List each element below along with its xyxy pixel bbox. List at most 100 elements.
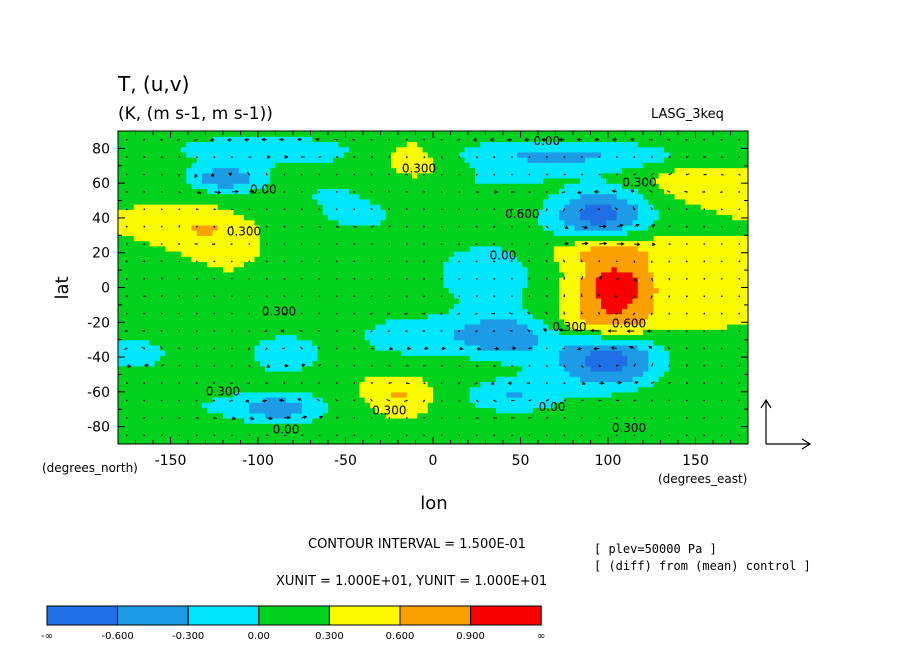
field-cell <box>170 370 177 377</box>
field-cell <box>454 162 460 169</box>
field-cell <box>480 355 487 362</box>
field-cell <box>448 193 455 200</box>
field-cell <box>186 324 193 330</box>
chart-title: T, (u,v) <box>117 72 189 96</box>
field-cell <box>165 297 172 304</box>
field-cell <box>170 308 177 315</box>
field-cell <box>480 224 487 231</box>
field-cell <box>517 266 523 273</box>
field-cell <box>511 188 518 195</box>
field-cell <box>364 277 371 283</box>
field-cell <box>249 266 256 273</box>
field-cell <box>307 235 313 242</box>
field-cell <box>349 157 355 163</box>
field-cell <box>212 151 219 158</box>
field-cell <box>118 292 124 299</box>
field-cell <box>412 355 418 362</box>
field-cell <box>385 198 392 205</box>
field-cell <box>196 391 203 398</box>
field-cell <box>490 391 497 398</box>
field-cell <box>475 355 481 362</box>
field-cell <box>485 423 492 429</box>
field-cell <box>427 339 434 346</box>
field-cell <box>191 391 198 398</box>
field-cell <box>464 365 471 372</box>
field-cell <box>517 198 523 205</box>
field-cell <box>307 209 313 216</box>
field-cell <box>469 230 476 236</box>
field-cell <box>485 183 492 189</box>
field-cell <box>181 370 187 377</box>
field-cell <box>165 266 172 273</box>
field-cell <box>139 282 145 289</box>
field-cell <box>223 292 229 299</box>
field-cell <box>538 157 544 163</box>
field-cell <box>527 261 534 268</box>
field-cell <box>196 131 203 137</box>
field-cell <box>144 271 151 278</box>
field-cell <box>443 177 450 184</box>
field-cell <box>259 235 266 242</box>
field-cell <box>118 428 124 435</box>
field-cell <box>532 376 539 382</box>
field-cell <box>249 177 256 184</box>
field-cell <box>228 407 235 414</box>
field-cell <box>354 214 361 221</box>
field-cell <box>207 214 214 221</box>
field-cell <box>443 402 450 409</box>
field-cell <box>280 230 287 236</box>
field-cell <box>118 433 124 440</box>
field-cell <box>538 402 544 409</box>
field-cell <box>464 397 471 403</box>
field-cell <box>475 334 481 341</box>
field-cell <box>490 151 497 158</box>
field-cell <box>517 391 523 398</box>
field-cell <box>391 391 397 398</box>
field-cell <box>406 214 413 221</box>
field-cell <box>254 313 261 320</box>
field-cell <box>196 250 203 257</box>
field-cell <box>517 224 523 231</box>
field-cell <box>286 261 292 268</box>
field-cell <box>412 188 418 195</box>
field-cell <box>469 162 476 169</box>
field-cell <box>228 204 235 210</box>
field-cell <box>359 313 366 320</box>
field-cell <box>370 151 376 158</box>
field-cell <box>469 334 476 341</box>
field-cell <box>375 433 382 440</box>
field-cell <box>275 266 282 273</box>
field-cell <box>133 146 140 153</box>
field-cell <box>275 235 282 242</box>
field-cell <box>196 324 203 330</box>
field-cell <box>454 167 460 174</box>
field-cell <box>207 308 214 315</box>
field-cell <box>364 297 371 304</box>
field-cell <box>553 407 560 414</box>
field-cell <box>223 183 229 189</box>
field-cell <box>244 214 250 221</box>
field-cell <box>343 292 350 299</box>
field-cell <box>349 209 355 216</box>
field-cell <box>464 297 471 304</box>
field-cell <box>175 376 182 382</box>
chart-subtitle: (K, (m s-1, m s-1)) <box>118 104 273 124</box>
field-cell <box>354 344 361 351</box>
field-cell <box>511 250 518 257</box>
field-cell <box>417 407 424 414</box>
field-cell <box>438 417 445 424</box>
field-cell <box>139 329 145 336</box>
field-cell <box>406 204 413 210</box>
field-cell <box>370 428 376 435</box>
field-cell <box>154 324 161 330</box>
field-cell <box>181 250 187 257</box>
field-cell <box>475 167 481 174</box>
field-cell <box>532 230 539 236</box>
field-cell <box>191 162 198 169</box>
field-cell <box>543 433 550 440</box>
field-cell <box>343 303 350 309</box>
field-cell <box>417 428 424 435</box>
field-cell <box>459 391 466 398</box>
field-cell <box>438 214 445 221</box>
field-cell <box>181 167 187 174</box>
